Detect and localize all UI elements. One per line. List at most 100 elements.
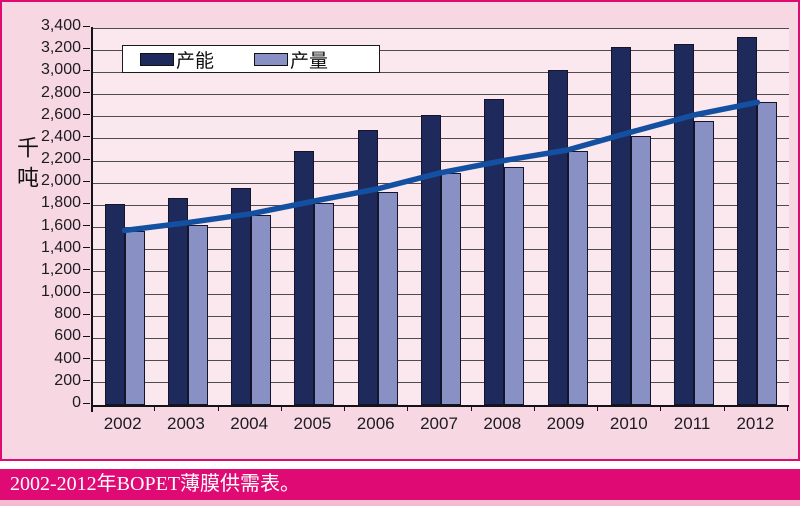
bar-产量-2002 xyxy=(124,230,145,405)
y-axis-title: 千吨 xyxy=(14,136,39,196)
x-axis-label-2005: 2005 xyxy=(293,414,332,433)
y-tick-label-1800: 1,800 xyxy=(40,194,81,212)
bar-产能-2007 xyxy=(421,114,441,405)
bar-产量-2005 xyxy=(314,203,335,405)
x-axis-label-2007: 2007 xyxy=(420,414,458,433)
x-axis-label-2003: 2003 xyxy=(166,414,205,433)
x-axis-label-2010: 2010 xyxy=(609,414,648,433)
bar-产能-2006 xyxy=(357,130,378,405)
bar-产量-2009 xyxy=(567,151,588,405)
y-tick-label-1200: 1,200 xyxy=(40,260,81,278)
legend-swatch-capacity xyxy=(140,52,174,66)
bar-产量-2012 xyxy=(757,102,778,405)
caption-bar: 2002-2012年BOPET薄膜供需表。 xyxy=(0,469,800,500)
y-tick-800 xyxy=(83,313,90,315)
bar-产量-2006 xyxy=(377,192,398,405)
y-tick-0 xyxy=(83,402,90,404)
y-tick-label-3200: 3,200 xyxy=(40,39,81,57)
y-tick-label-0: 0 xyxy=(72,394,81,411)
x-axis-label-2011: 2011 xyxy=(673,414,711,433)
y-tick-label-200: 200 xyxy=(54,371,81,389)
x-axis-label-2008: 2008 xyxy=(483,414,522,433)
chart-panel: 千吨 产能 产量 xyxy=(0,0,800,461)
y-tick-label-600: 600 xyxy=(54,327,81,345)
x-axis-label-2009: 2009 xyxy=(546,414,585,433)
y-tick-2800 xyxy=(83,92,90,94)
bar-产量-2011 xyxy=(694,121,715,405)
x-axis-line xyxy=(91,405,789,407)
y-tick-label-3400: 3,400 xyxy=(40,17,81,34)
x-axis-label-2012: 2012 xyxy=(736,414,775,433)
x-tick-10 xyxy=(723,405,725,411)
legend-swatch-output xyxy=(254,52,289,66)
bar-产能-2009 xyxy=(547,70,568,405)
plot-area xyxy=(93,27,789,405)
y-tick-3200 xyxy=(83,47,90,49)
x-tick-5 xyxy=(407,405,409,411)
bar-产量-2003 xyxy=(187,225,208,405)
y-tick-400 xyxy=(83,358,90,360)
x-tick-1 xyxy=(154,405,156,411)
y-tick-2600 xyxy=(83,114,90,116)
y-tick-2000 xyxy=(83,180,90,182)
y-tick-1400 xyxy=(83,247,90,249)
bottom-strip xyxy=(0,500,800,506)
y-tick-label-2200: 2,200 xyxy=(40,150,81,168)
y-tick-1200 xyxy=(83,269,90,271)
legend-label-capacity: 产能 xyxy=(176,50,215,72)
bar-产能-2008 xyxy=(484,98,505,405)
bar-产量-2008 xyxy=(504,166,525,405)
y-tick-label-2600: 2,600 xyxy=(40,105,81,123)
bar-产能-2003 xyxy=(167,197,188,405)
legend: 产能 产量 xyxy=(122,45,380,73)
y-tick-1000 xyxy=(83,291,90,293)
gridline-3400 xyxy=(93,27,789,29)
x-tick-2 xyxy=(217,405,219,411)
bar-产能-2005 xyxy=(294,151,315,405)
divider-strip xyxy=(0,461,800,469)
bar-产量-2004 xyxy=(251,215,272,405)
x-tick-0 xyxy=(91,405,92,411)
y-tick-label-2000: 2,000 xyxy=(40,172,81,190)
y-tick-label-2800: 2,800 xyxy=(40,83,81,101)
x-tick-11 xyxy=(787,405,788,411)
x-axis-label-2006: 2006 xyxy=(356,414,395,433)
y-tick-200 xyxy=(83,380,90,382)
y-tick-3000 xyxy=(83,69,90,71)
y-tick-1800 xyxy=(83,202,90,204)
y-tick-label-1000: 1,000 xyxy=(40,283,81,301)
y-tick-label-800: 800 xyxy=(54,305,81,323)
y-axis-line xyxy=(91,27,93,412)
x-tick-9 xyxy=(660,405,662,411)
gridline-2800 xyxy=(93,94,789,96)
y-tick-label-1400: 1,400 xyxy=(40,238,81,256)
y-tick-label-2400: 2,400 xyxy=(40,127,81,145)
bar-产量-2007 xyxy=(441,173,461,405)
y-tick-2400 xyxy=(83,136,90,138)
bar-产能-2010 xyxy=(610,46,631,405)
x-tick-4 xyxy=(344,405,346,411)
x-axis-label-2002: 2002 xyxy=(103,414,142,433)
x-tick-8 xyxy=(597,405,599,411)
y-tick-3400 xyxy=(83,25,90,27)
bar-产能-2002 xyxy=(104,204,125,405)
x-tick-6 xyxy=(470,405,472,411)
bar-产量-2010 xyxy=(630,135,651,405)
y-tick-label-1600: 1,600 xyxy=(40,216,81,234)
x-axis-label-2004: 2004 xyxy=(230,414,269,433)
y-tick-600 xyxy=(83,335,90,337)
bar-产能-2011 xyxy=(674,43,695,405)
bar-产能-2012 xyxy=(737,36,758,405)
gridline-3000 xyxy=(93,71,789,73)
y-tick-2200 xyxy=(83,158,90,160)
bar-产能-2004 xyxy=(231,187,252,405)
x-tick-7 xyxy=(533,405,535,411)
caption-text: 2002-2012年BOPET薄膜供需表。 xyxy=(10,473,300,495)
gridline-3200 xyxy=(93,49,789,51)
y-tick-1600 xyxy=(83,225,90,227)
y-tick-label-3000: 3,000 xyxy=(40,61,81,79)
y-tick-label-400: 400 xyxy=(54,349,81,367)
legend-label-output: 产量 xyxy=(290,50,329,72)
x-tick-3 xyxy=(280,405,282,411)
